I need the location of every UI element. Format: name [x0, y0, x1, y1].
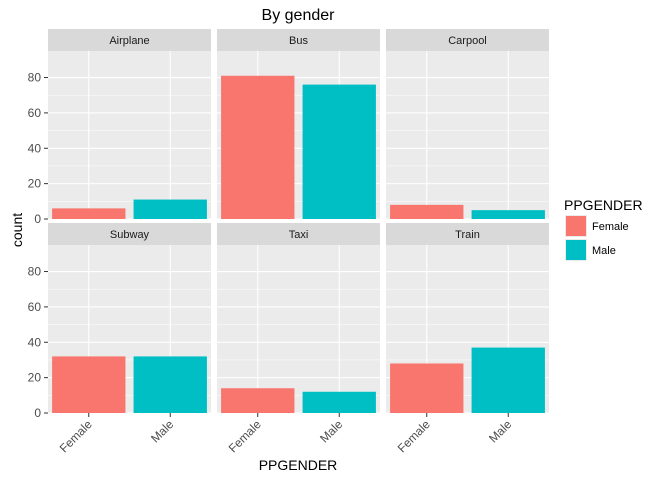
bar-train-female	[390, 363, 464, 413]
x-tick-label: Male	[317, 417, 346, 446]
legend-swatch-male	[566, 240, 586, 260]
x-tick-label: Female	[226, 417, 264, 455]
y-tick-label: 20	[28, 371, 42, 385]
bar-carpool-male	[471, 210, 545, 219]
bar-subway-male	[133, 356, 207, 413]
legend-label-female: Female	[592, 221, 629, 233]
x-axis-title: PPGENDER	[259, 457, 338, 473]
facet-strip	[386, 223, 549, 245]
facet-panels: Airplane Bus Carpool Subway Taxi Train	[48, 29, 549, 414]
legend-title: PPGENDER	[564, 197, 643, 213]
facet-strip	[217, 223, 380, 245]
bar-bus-male	[302, 84, 376, 219]
y-tick-label: 0	[34, 406, 41, 420]
x-axis-tick-labels: Female Male Female Male Female Male	[57, 413, 515, 455]
y-tick-label: 60	[28, 300, 42, 314]
panel-background	[48, 51, 211, 219]
chart-title: By gender	[262, 7, 336, 24]
y-tick-label: 20	[28, 177, 42, 191]
facet-bus: Bus	[217, 29, 380, 220]
x-tick-label: Male	[486, 417, 515, 446]
bar-taxi-male	[302, 391, 376, 413]
facet-strip	[217, 29, 380, 51]
bar-taxi-female	[221, 388, 295, 413]
y-tick-label: 0	[34, 212, 41, 226]
facet-strip	[48, 223, 211, 245]
x-tick-label: Male	[148, 417, 177, 446]
legend: PPGENDER Female Male	[564, 197, 643, 261]
x-tick-label: Female	[395, 417, 433, 455]
bar-train-male	[471, 347, 545, 413]
legend-swatch-female	[566, 216, 586, 236]
facet-strip-label: Train	[455, 229, 480, 241]
facet-carpool: Carpool	[386, 29, 549, 220]
panel-background	[386, 51, 549, 219]
legend-label-male: Male	[592, 245, 616, 257]
facet-subway: Subway	[48, 223, 211, 414]
facet-strip	[48, 29, 211, 51]
y-tick-label: 80	[28, 265, 42, 279]
facet-taxi: Taxi	[217, 223, 380, 414]
y-tick-label: 80	[28, 71, 42, 85]
facet-strip-label: Airplane	[109, 35, 149, 47]
y-tick-label: 40	[28, 335, 42, 349]
facet-strip-label: Subway	[110, 229, 150, 241]
facet-strip-label: Taxi	[289, 229, 309, 241]
bar-carpool-female	[390, 204, 464, 219]
y-axis-tick-labels: 0 20 40 60 80 0 20 40 60 80	[28, 71, 48, 420]
facet-airplane: Airplane	[48, 29, 211, 220]
facet-strip	[386, 29, 549, 51]
y-tick-label: 40	[28, 141, 42, 155]
facet-train: Train	[386, 223, 549, 414]
x-tick-label: Female	[57, 417, 95, 455]
panel-background	[217, 245, 380, 413]
y-tick-label: 60	[28, 106, 42, 120]
bar-bus-female	[221, 75, 295, 219]
bar-airplane-female	[52, 208, 126, 219]
y-axis-title: count	[9, 213, 25, 247]
facet-strip-label: Bus	[289, 35, 308, 47]
facet-strip-label: Carpool	[448, 35, 487, 47]
bar-airplane-male	[133, 199, 207, 219]
bar-subway-female	[52, 356, 126, 413]
